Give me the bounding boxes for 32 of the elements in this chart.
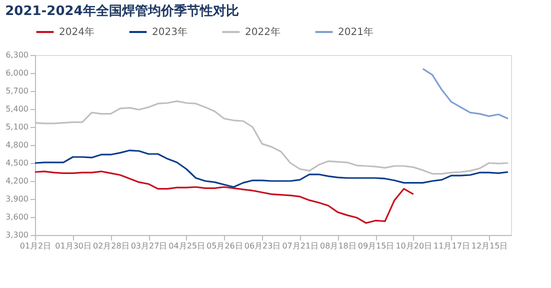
- y-tick-label: 4,500: [6, 158, 28, 168]
- y-tick-label: 3,900: [6, 194, 28, 204]
- y-tick-label: 5,700: [6, 86, 28, 96]
- x-tick-label: 11月17日: [434, 242, 470, 250]
- y-tick-label: 3,300: [6, 230, 28, 240]
- line-series: [422, 68, 509, 120]
- y-tick-label: 4,200: [6, 176, 28, 186]
- x-tick-label: 09月15日: [358, 242, 394, 250]
- x-tick-label: 10月20日: [396, 242, 432, 250]
- x-tick-label: 05月26日: [206, 242, 243, 250]
- x-tick-label: 06月23日: [244, 242, 281, 250]
- y-tick-label: 3,600: [6, 212, 28, 222]
- y-tick-label: 5,100: [6, 122, 28, 132]
- y-tick-label: 6,000: [6, 68, 28, 78]
- line-series: [34, 170, 414, 224]
- x-tick-label: 03月27日: [130, 242, 168, 250]
- x-tick-label: 12月15日: [471, 242, 508, 250]
- x-tick-label: 01月30日: [55, 242, 92, 250]
- legend-label: 2023年: [152, 26, 188, 38]
- line-series: [34, 150, 509, 188]
- y-tick-label: 5,400: [6, 104, 28, 114]
- x-tick-label: 04月25日: [168, 242, 206, 250]
- x-tick-label: 08月18日: [320, 242, 356, 250]
- legend-label: 2021年: [338, 26, 374, 38]
- x-tick-label: 02月28日: [92, 242, 130, 250]
- x-tick-label: 01月2日: [20, 242, 52, 250]
- legend-label: 2024年: [59, 26, 94, 38]
- y-tick-label: 6,300: [6, 50, 28, 60]
- chart-title: 2021-2024年全国焊管均价季节性对比: [5, 3, 239, 19]
- legend-label: 2022年: [245, 26, 280, 38]
- y-tick-label: 4,800: [6, 140, 28, 150]
- x-tick-label: 07月21日: [282, 242, 319, 250]
